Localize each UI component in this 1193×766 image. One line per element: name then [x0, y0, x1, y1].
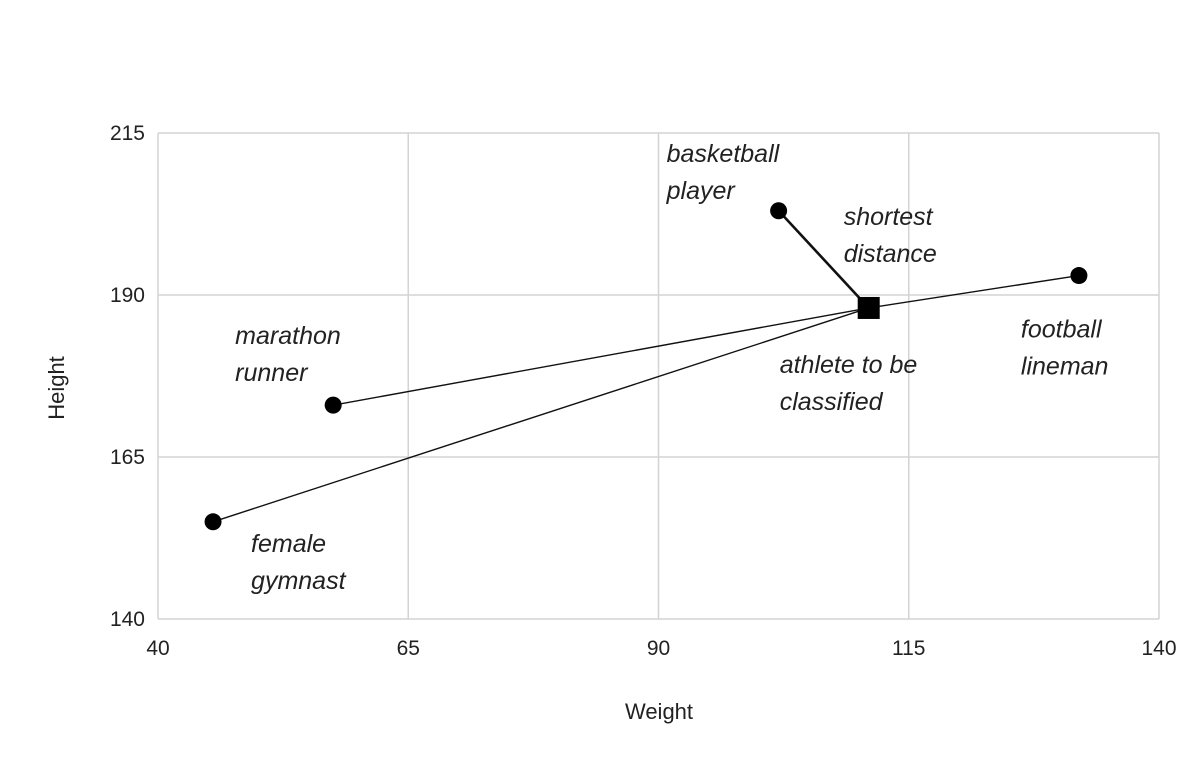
- point-labels: female gymnast marathon runner basketball pla…: [235, 140, 1108, 595]
- female-gymnast-label: female gymnast: [251, 530, 347, 595]
- connection-line: [212, 307, 869, 523]
- marathon-runner-label: marathon runner: [235, 322, 341, 387]
- shortest-distance-annotation-line: distance: [844, 240, 937, 268]
- tick-labels: 40 65 90 115 140 140 165 190 215: [110, 122, 1177, 660]
- football-lineman-marker: [1070, 267, 1088, 285]
- shortest-distance-annotation-line: shortest: [844, 203, 934, 231]
- football-lineman-label: football lineman: [1021, 316, 1109, 381]
- marathon-runner-label-line: marathon: [235, 322, 341, 350]
- x-tick-label: 115: [892, 637, 925, 660]
- marathon-runner-label-line: runner: [235, 359, 309, 387]
- athlete-to-be-classified-label-line: athlete to be: [780, 351, 918, 379]
- data-points: [204, 202, 1088, 531]
- football-lineman-label-line: football: [1021, 316, 1103, 344]
- y-tick-label: 190: [110, 284, 145, 307]
- basketball-player-label: basketball player: [666, 140, 781, 205]
- basketball-player-label-line: player: [666, 177, 737, 205]
- x-tick-label: 140: [1141, 637, 1176, 660]
- connection-line: [777, 209, 870, 309]
- y-axis-title: Height: [44, 356, 69, 420]
- female-gymnast-label-line: gymnast: [251, 567, 347, 595]
- marathon-runner-marker: [324, 396, 342, 414]
- y-tick-label: 215: [110, 122, 145, 145]
- connection-line: [333, 307, 869, 406]
- football-lineman-label-line: lineman: [1021, 353, 1109, 381]
- grid: [157, 132, 1160, 620]
- athlete-to-be-classified-label: athlete to be classified: [780, 351, 918, 416]
- y-tick-label: 140: [110, 608, 145, 631]
- basketball-player-marker: [770, 202, 788, 220]
- x-tick-label: 90: [647, 637, 670, 660]
- x-tick-label: 40: [146, 637, 169, 660]
- x-axis-title: Weight: [625, 699, 693, 724]
- basketball-player-label-line: basketball: [667, 140, 781, 168]
- shortest-distance-annotation: shortest distance: [844, 203, 937, 268]
- female-gymnast-marker: [204, 513, 222, 531]
- connection-lines: [212, 209, 1080, 523]
- athlete-to-be-classified-label-line: classified: [780, 388, 884, 416]
- x-tick-label: 65: [397, 637, 420, 660]
- connection-line: [868, 274, 1080, 309]
- y-tick-label: 165: [110, 446, 145, 469]
- female-gymnast-label-line: female: [251, 530, 326, 558]
- athlete-to-be-classified-marker: [857, 296, 880, 319]
